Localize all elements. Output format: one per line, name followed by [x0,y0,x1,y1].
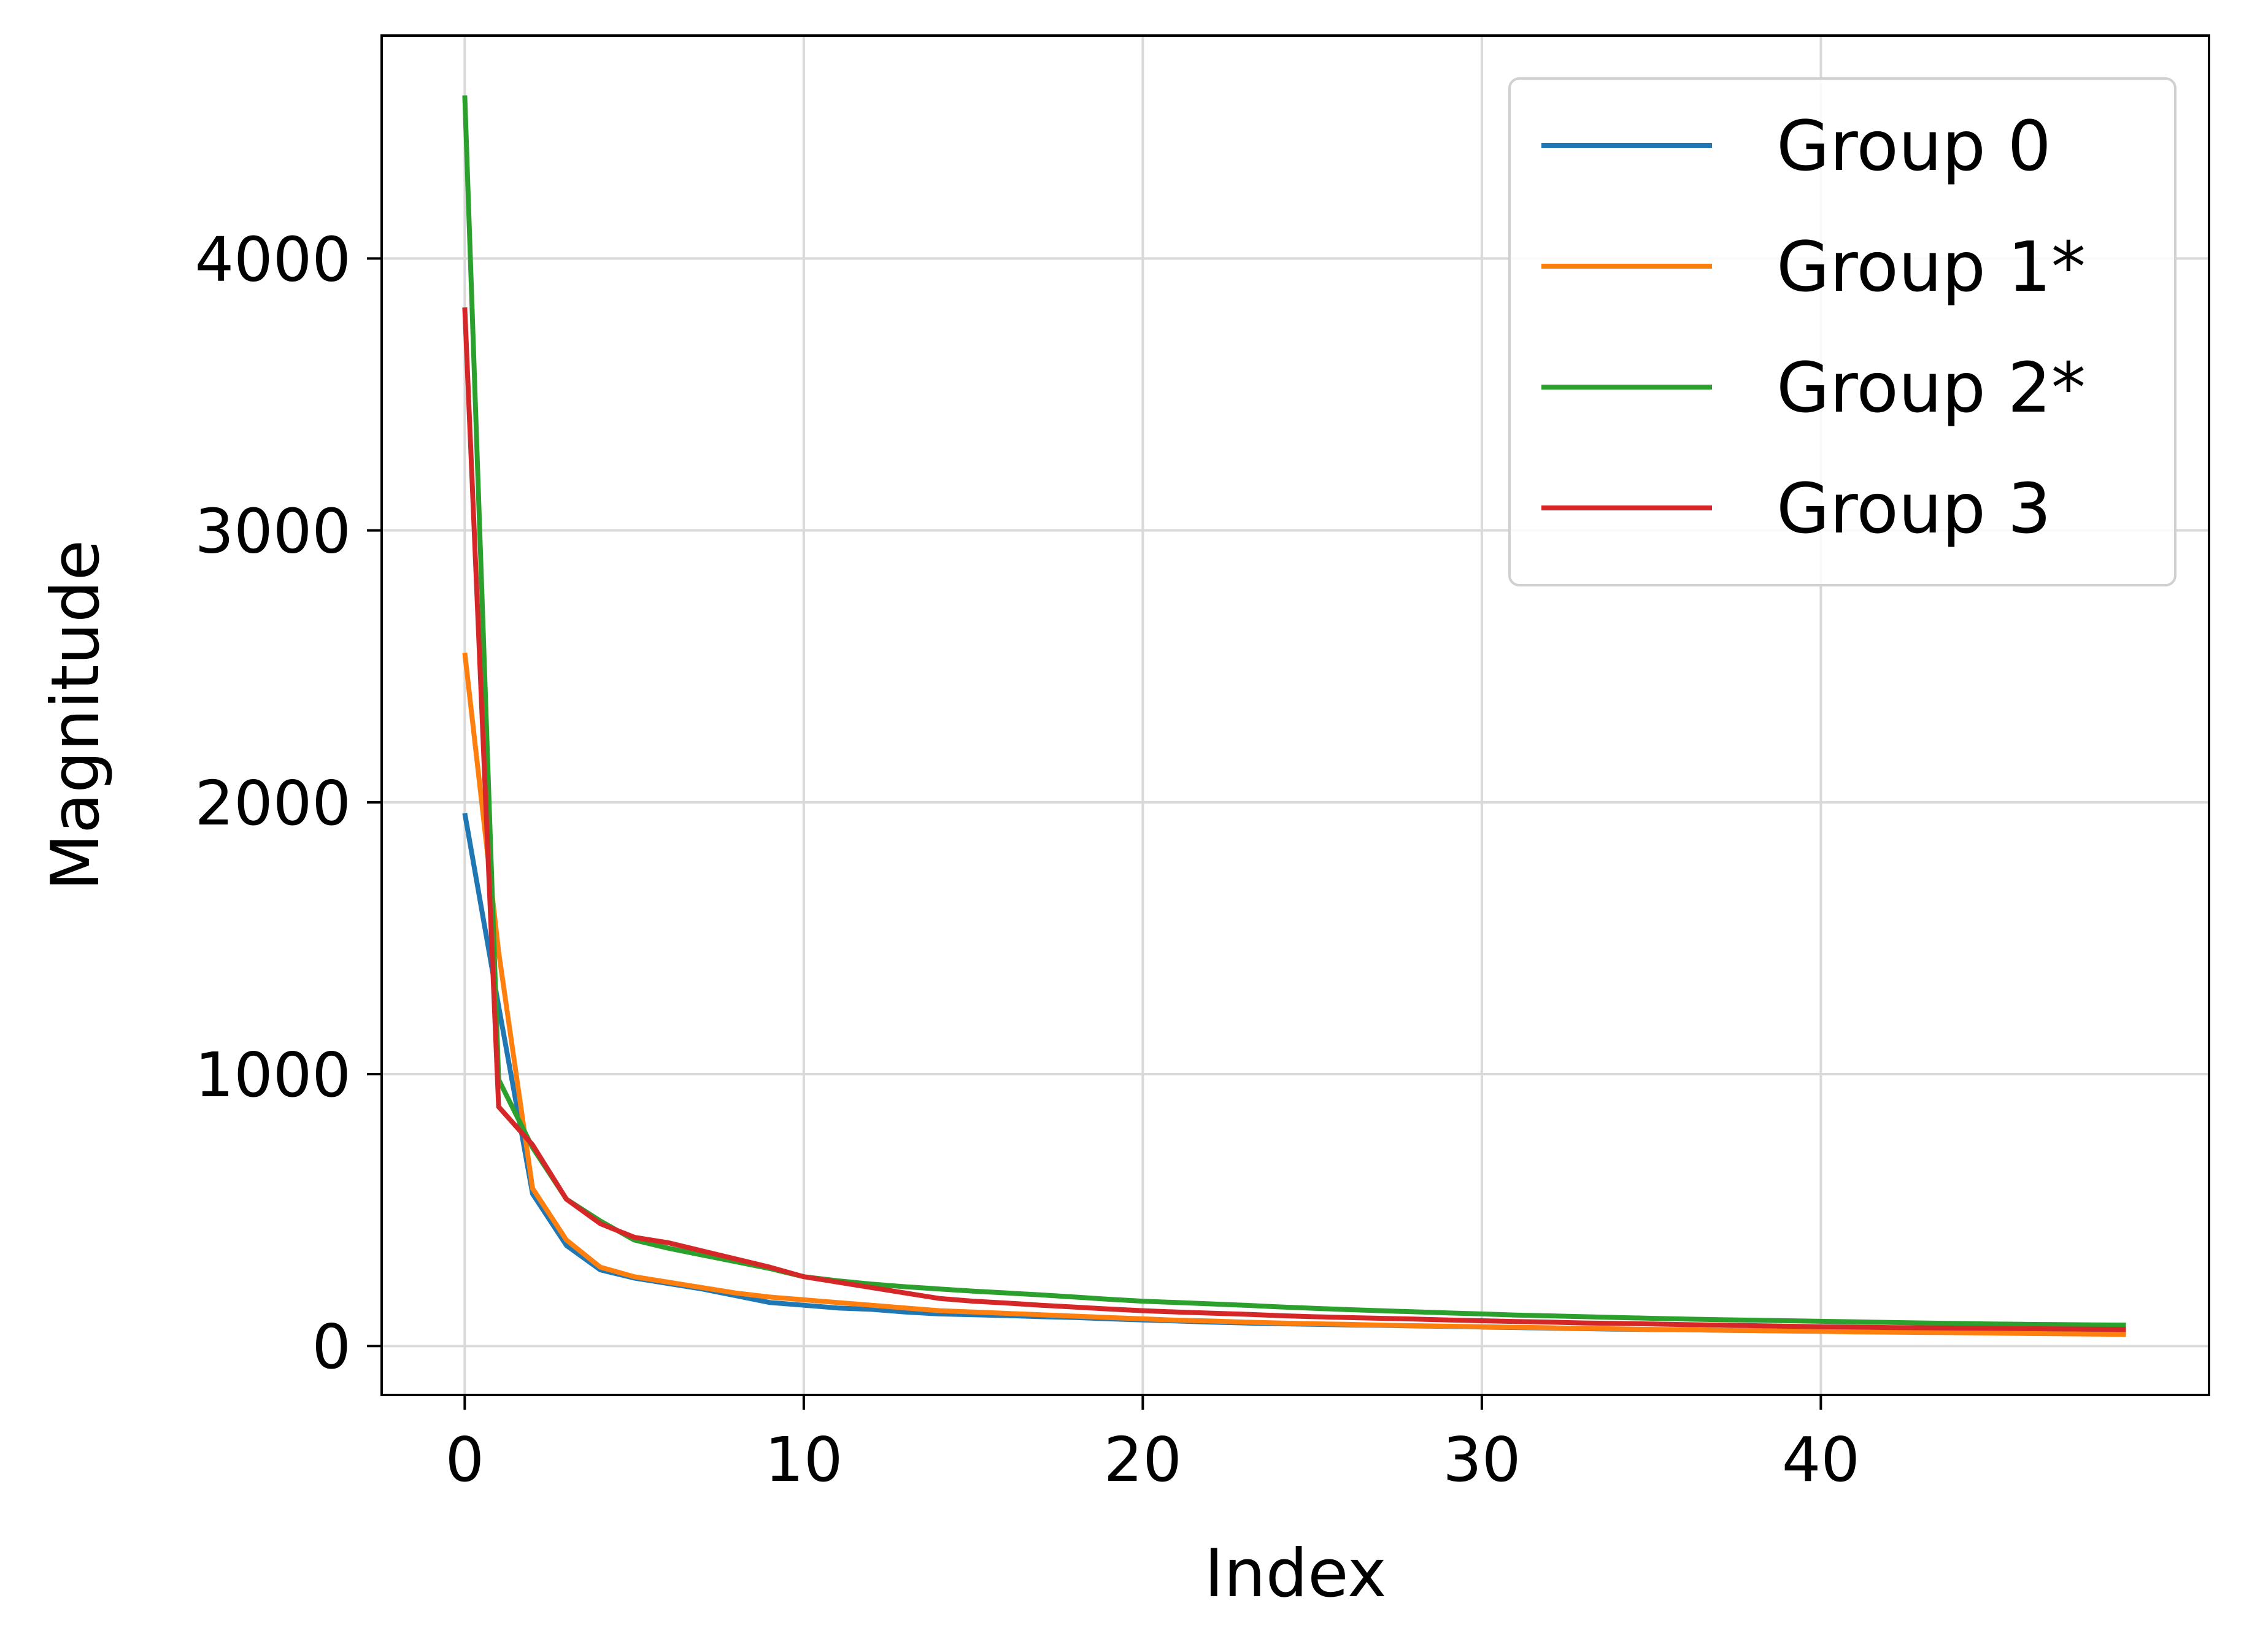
x-tick-label: 20 [1104,1424,1182,1496]
legend-label: Group 0 [1776,107,2051,186]
y-tick-label: 2000 [195,767,352,839]
x-tick-label: 0 [445,1424,485,1496]
series-line [462,652,2126,1337]
x-tick-label: 10 [765,1424,842,1496]
series-line [462,307,2126,1332]
y-tick-label: 4000 [195,223,352,295]
y-axis-label: Magnitude [37,540,114,891]
legend: Group 0 Group 1* Group 2* Group 3 [1508,77,2177,586]
axis-ticks: 0 10 20 30 40 0 1000 2000 3000 4000 [195,223,1860,1496]
y-tick-label: 1000 [195,1039,352,1111]
legend-box [1508,77,2177,586]
y-tick-label: 0 [312,1311,351,1383]
series-lines [462,95,2126,1337]
x-tick-label: 30 [1443,1424,1521,1496]
y-tick-label: 3000 [195,496,352,567]
legend-label: Group 3 [1776,469,2051,549]
x-axis-label: Index [1204,1535,1386,1612]
legend-label: Group 2* [1776,348,2086,428]
plot-area-frame [380,34,2210,1396]
x-tick-label: 40 [1782,1424,1860,1496]
legend-label: Group 1* [1776,228,2086,307]
